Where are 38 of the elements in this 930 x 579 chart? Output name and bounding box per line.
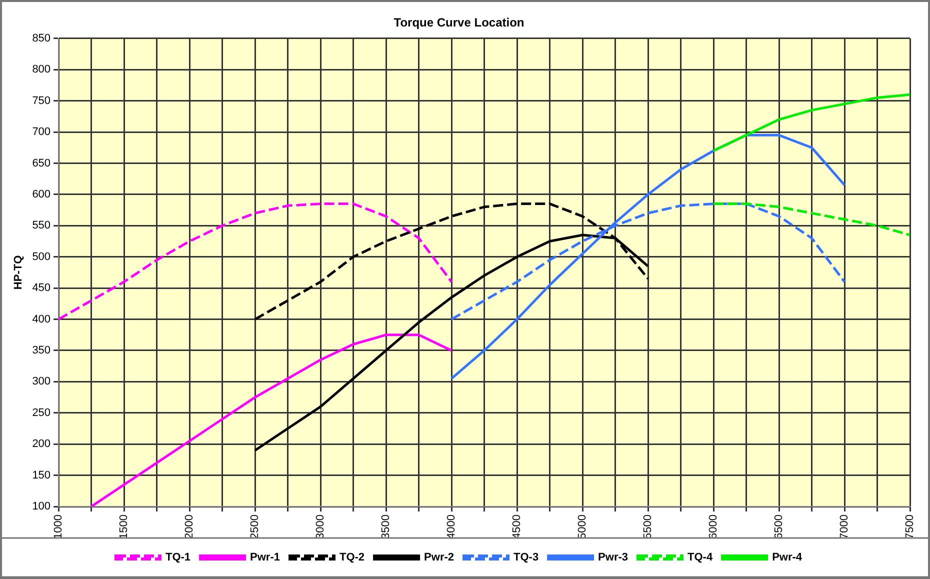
y-axis-title: HP-TQ <box>12 254 25 290</box>
y-tick-label: 500 <box>32 250 51 263</box>
x-tick-label: 3500 <box>380 514 392 540</box>
y-tick-label: 100 <box>32 500 51 513</box>
legend-label: TQ-4 <box>688 552 714 564</box>
legend-label: TQ-2 <box>339 552 365 564</box>
y-tick-label: 450 <box>32 282 51 294</box>
legend-label: Pwr-4 <box>772 552 803 564</box>
y-tick-label: 650 <box>32 157 51 170</box>
y-tick-label: 200 <box>32 438 51 450</box>
x-tick-label: 2000 <box>184 514 196 540</box>
y-tick-label: 150 <box>32 469 51 482</box>
x-tick-label: 2500 <box>249 514 262 540</box>
y-tick-label: 750 <box>32 94 51 107</box>
line-series <box>58 202 453 321</box>
x-tick-label: 4500 <box>511 514 524 540</box>
y-tick-label: 800 <box>32 64 51 76</box>
y-tick-label: 350 <box>32 344 51 357</box>
y-tick-label: 850 <box>32 32 51 44</box>
x-tick-label: 7000 <box>838 514 851 540</box>
y-tick-label: 600 <box>32 188 51 200</box>
chart-title: Torque Curve Location <box>394 16 524 30</box>
y-tick-label: 400 <box>32 313 51 326</box>
legend-label: Pwr-2 <box>424 552 454 564</box>
y-tick-label: 250 <box>32 406 51 419</box>
x-tick-label: 1500 <box>118 514 130 540</box>
x-tick-label: 1000 <box>52 514 65 540</box>
x-tick-label: 7500 <box>904 514 916 540</box>
line-series <box>712 202 910 236</box>
y-tick-label: 700 <box>32 126 51 138</box>
x-tick-label: 3000 <box>314 514 327 540</box>
legend-label: Pwr-1 <box>250 552 280 564</box>
y-tick-label: 300 <box>32 376 51 388</box>
y-tick-label: 550 <box>32 220 51 232</box>
legend-label: Pwr-3 <box>598 552 628 564</box>
x-tick-label: 4000 <box>446 514 458 540</box>
legend-label: TQ-1 <box>165 552 191 564</box>
legend-label: TQ-3 <box>514 552 539 564</box>
